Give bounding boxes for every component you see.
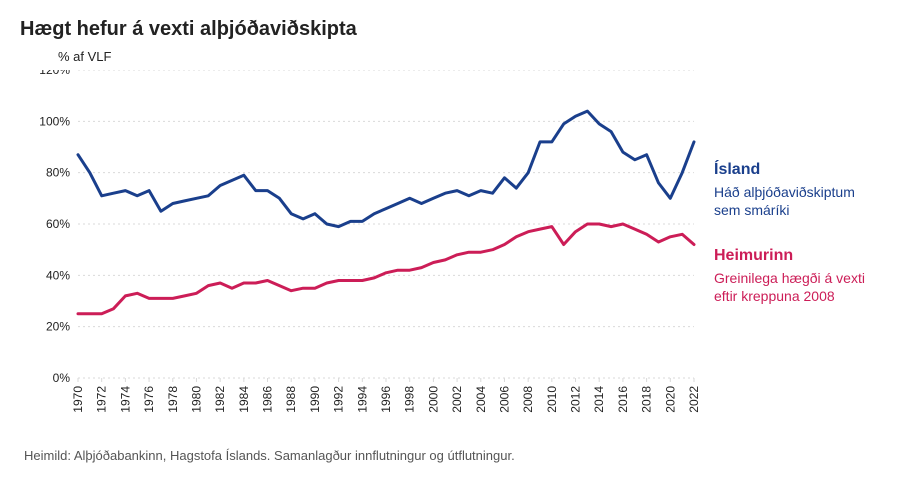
svg-text:2020: 2020 xyxy=(663,386,677,413)
svg-text:1982: 1982 xyxy=(213,386,227,413)
svg-text:2002: 2002 xyxy=(450,386,464,413)
svg-text:1980: 1980 xyxy=(189,386,203,413)
svg-text:40%: 40% xyxy=(46,268,70,282)
chart-title: Hægt hefur á vexti alþjóðaviðskipta xyxy=(20,18,880,41)
svg-text:1974: 1974 xyxy=(118,386,132,413)
legend-iceland-text: Háð alþjóðaviðskiptum sem smáríki xyxy=(714,183,880,219)
svg-text:20%: 20% xyxy=(46,320,70,334)
svg-text:1998: 1998 xyxy=(403,386,417,413)
svg-text:1988: 1988 xyxy=(284,386,298,413)
svg-text:1970: 1970 xyxy=(71,386,85,413)
svg-text:1978: 1978 xyxy=(166,386,180,413)
svg-text:1994: 1994 xyxy=(355,386,369,413)
chart-area: 0% 20% 40% 60% 80% 100% 120% 1970 1972 1974 1976 19… xyxy=(20,70,880,430)
legend-world-title: Heimurinn xyxy=(714,246,880,267)
chart-footnote: Heimild: Alþjóðabankinn, Hagstofa Ísland… xyxy=(24,448,880,463)
svg-text:2012: 2012 xyxy=(569,386,583,413)
svg-text:120%: 120% xyxy=(39,70,70,77)
svg-text:2016: 2016 xyxy=(616,386,630,413)
legend-world: Heimurinn Greinilega hægði á vexti eftir… xyxy=(714,246,880,305)
svg-text:2010: 2010 xyxy=(545,386,559,413)
svg-text:2004: 2004 xyxy=(474,386,488,413)
svg-text:1986: 1986 xyxy=(261,386,275,413)
svg-text:1996: 1996 xyxy=(379,386,393,413)
svg-text:2008: 2008 xyxy=(521,386,535,413)
svg-text:1972: 1972 xyxy=(95,386,109,413)
svg-text:0%: 0% xyxy=(53,371,71,385)
legend-iceland-title: Ísland xyxy=(714,160,880,181)
svg-text:1976: 1976 xyxy=(142,386,156,413)
svg-text:2022: 2022 xyxy=(687,386,701,413)
svg-text:2006: 2006 xyxy=(497,386,511,413)
svg-text:100%: 100% xyxy=(39,114,70,128)
svg-text:1984: 1984 xyxy=(237,386,251,413)
y-axis-label: % af VLF xyxy=(58,49,880,64)
svg-text:60%: 60% xyxy=(46,217,70,231)
svg-text:2018: 2018 xyxy=(640,386,654,413)
svg-text:1990: 1990 xyxy=(308,386,322,413)
svg-text:1992: 1992 xyxy=(332,386,346,413)
svg-text:80%: 80% xyxy=(46,166,70,180)
svg-text:2000: 2000 xyxy=(426,386,440,413)
legend-world-text: Greinilega hægði á vexti eftir kreppuna … xyxy=(714,269,880,305)
svg-text:2014: 2014 xyxy=(592,386,606,413)
legend-iceland: Ísland Háð alþjóðaviðskiptum sem smáríki xyxy=(714,160,880,219)
